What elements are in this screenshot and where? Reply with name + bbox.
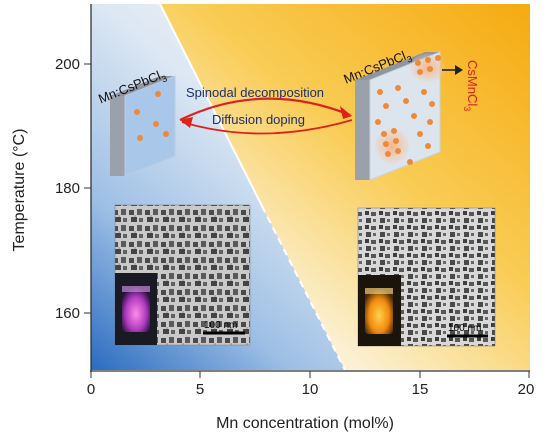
process-arrows: Spinodal decomposition Diffusion doping bbox=[179, 85, 353, 135]
y-axis-label: Temperature (°C) bbox=[11, 129, 28, 252]
x-tick-label: 0 bbox=[87, 381, 95, 398]
orange-emission-vial-photo bbox=[358, 275, 401, 346]
spinodal-decomposition-label: Spinodal decomposition bbox=[186, 85, 324, 100]
diffusion-doping-label: Diffusion doping bbox=[212, 112, 305, 127]
x-axis-label: Mn concentration (mol%) bbox=[216, 415, 394, 432]
y-tick-label: 160 bbox=[55, 305, 80, 322]
x-tick-label: 5 bbox=[196, 381, 204, 398]
backward-arrow bbox=[181, 119, 353, 135]
doped-cube-schematic: Mn:CsPbCl3 bbox=[96, 68, 176, 177]
scale-bar-label: 100 nm bbox=[204, 320, 237, 331]
backward-arrowhead bbox=[180, 117, 193, 128]
csmncl3-label: CsMnCl3 bbox=[462, 60, 480, 111]
segregated-cube-schematic: Mn:CsPbCl3 CsMnCl3 bbox=[341, 48, 480, 181]
phase-boundary-dashed bbox=[261, 205, 346, 371]
forward-arrowhead bbox=[340, 106, 352, 119]
mn-cluster-dots bbox=[375, 55, 441, 165]
x-tick-label: 10 bbox=[302, 381, 319, 398]
pink-emission-vial-photo bbox=[115, 273, 157, 345]
scale-bar-label: 100 nm bbox=[448, 323, 481, 334]
doped-tem-micrograph: 100 nm bbox=[114, 204, 251, 346]
segregated-tem-micrograph: 100 nm bbox=[357, 207, 496, 347]
csmncl3-domain-bottom bbox=[375, 128, 409, 164]
mn-dopant-dots bbox=[134, 91, 169, 141]
y-tick-label: 200 bbox=[55, 56, 80, 73]
x-ticks: 0 5 10 15 20 bbox=[87, 371, 535, 398]
x-tick-label: 20 bbox=[518, 381, 535, 398]
x-tick-label: 15 bbox=[412, 381, 429, 398]
phase-pointer-arrowhead bbox=[455, 65, 463, 75]
axes: 0 5 10 15 20 200 180 160 Mn concentratio… bbox=[11, 4, 534, 432]
y-tick-label: 180 bbox=[55, 180, 80, 197]
forward-arrow bbox=[179, 97, 351, 121]
doped-cube-face bbox=[124, 75, 176, 177]
phase-boundary-solid bbox=[159, 3, 263, 207]
y-ticks: 200 180 160 bbox=[55, 56, 91, 322]
